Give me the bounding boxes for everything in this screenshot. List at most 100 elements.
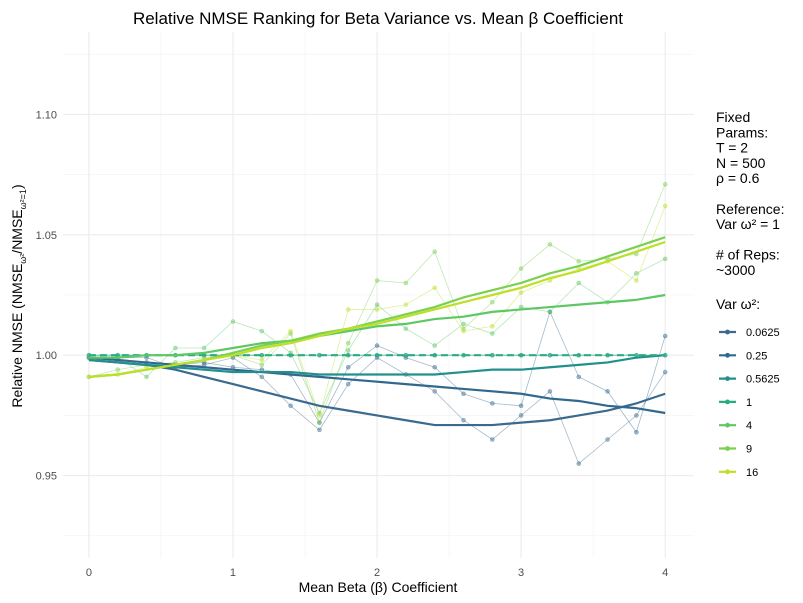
trend-line-16: [88, 240, 666, 378]
data-point: [518, 413, 524, 418]
y-axis-label-mid: /NMSE: [9, 209, 25, 253]
y-axis-label-sub2: ω²=1: [18, 189, 28, 209]
legend-item-0.5625: 0.5625: [719, 374, 780, 386]
legend-key-point: [725, 446, 730, 451]
data-point: [432, 343, 437, 348]
data-point: [403, 326, 409, 332]
y-axis-label-sub1: ω²: [18, 254, 28, 264]
data-point: [490, 331, 495, 336]
plot-area: [86, 181, 668, 466]
x-tick-label: 0: [86, 567, 92, 579]
x-axis-label: Mean Beta (β) Coefficient: [299, 579, 458, 595]
data-point: [461, 417, 466, 423]
legend-info-line: # of Reps:: [716, 247, 780, 263]
data-point: [403, 355, 409, 360]
legend-item-16: 16: [719, 467, 758, 479]
x-tick-label: 4: [662, 567, 668, 579]
data-point: [662, 256, 668, 262]
data-point: [605, 437, 610, 442]
data-point: [662, 369, 668, 375]
data-point: [317, 427, 322, 433]
data-point: [576, 258, 582, 264]
y-tick-label: 0.95: [36, 471, 57, 483]
data-point: [374, 302, 380, 307]
data-point: [374, 307, 380, 312]
legend-item-0.25: 0.25: [719, 350, 767, 362]
data-point: [345, 340, 351, 346]
legend-key-point: [725, 352, 730, 358]
legend-info-line: Reference:: [716, 201, 784, 217]
legend-key-point: [725, 329, 730, 335]
legend-label: 9: [746, 444, 752, 456]
legend-key-point: [725, 469, 730, 475]
legend-item-4: 4: [719, 420, 752, 432]
data-point: [547, 389, 553, 394]
data-point: [432, 389, 437, 394]
data-point: [432, 285, 437, 291]
trend-line-4: [88, 293, 666, 359]
data-point: [576, 374, 582, 380]
data-point: [173, 345, 178, 351]
y-tick-label: 1.00: [36, 350, 57, 362]
trend-line-0.0625: [88, 358, 666, 427]
data-point: [374, 343, 380, 348]
data-point: [490, 324, 495, 329]
x-tick-label: 3: [518, 567, 524, 579]
legend-key-point: [725, 399, 730, 405]
data-point: [317, 420, 322, 425]
y-tick-label: 1.10: [36, 109, 57, 121]
data-point: [288, 328, 293, 334]
data-point: [259, 362, 265, 368]
legend-label: 1: [746, 397, 752, 409]
data-point: [345, 307, 351, 312]
trend-line-0.5625: [88, 354, 666, 376]
legend-title: Var ω²:: [716, 296, 760, 312]
y-axis-label-main: Relative NMSE (NMSE: [9, 264, 25, 408]
legend-label: 16: [746, 467, 758, 479]
legend-item-1: 1: [719, 397, 752, 409]
data-point: [317, 413, 322, 418]
data-point: [461, 326, 466, 332]
data-point: [201, 345, 207, 351]
x-tick-label: 1: [230, 567, 236, 579]
legend-key-point: [725, 422, 730, 428]
data-point: [403, 280, 409, 286]
data-point: [345, 381, 351, 387]
data-point: [461, 391, 466, 397]
data-point: [259, 357, 265, 363]
data-point: [259, 374, 265, 380]
chart-title: Relative NMSE Ranking for Beta Variance …: [133, 9, 623, 28]
data-point: [115, 367, 121, 372]
data-point: [662, 333, 668, 339]
raw-line: [88, 258, 666, 414]
legend-info-line: T = 2: [716, 140, 748, 156]
legend-info-line: ρ = 0.6: [716, 170, 760, 186]
data-point: [518, 266, 524, 271]
data-point: [576, 280, 582, 286]
legend-key-point: [725, 376, 730, 381]
data-point: [518, 290, 524, 295]
legend-label: 4: [746, 420, 752, 432]
data-point: [432, 364, 437, 370]
data-point: [490, 299, 495, 305]
legend-info-line: Fixed: [716, 109, 750, 125]
legend-info-line: Params:: [716, 124, 768, 140]
data-point: [634, 278, 639, 283]
data-point: [547, 242, 553, 247]
data-point: [662, 181, 668, 187]
data-point: [490, 401, 495, 406]
legend-item-9: 9: [719, 444, 752, 456]
grid: [63, 32, 694, 558]
series-9: [86, 181, 668, 425]
y-axis-label-end: ): [9, 184, 25, 189]
y-axis-label: Relative NMSE (NMSEω²/NMSEω²=1): [9, 184, 28, 407]
raw-line: [88, 184, 666, 424]
legend-info-line: Var ω² = 1: [716, 216, 780, 232]
data-point: [634, 429, 639, 435]
axis-ticks: 0 1 2 3 4 0.95 1.00 1.05 1.10: [36, 109, 669, 579]
data-point: [288, 403, 293, 409]
legend-item-0.0625: 0.0625: [719, 327, 780, 339]
data-point: [576, 461, 582, 466]
